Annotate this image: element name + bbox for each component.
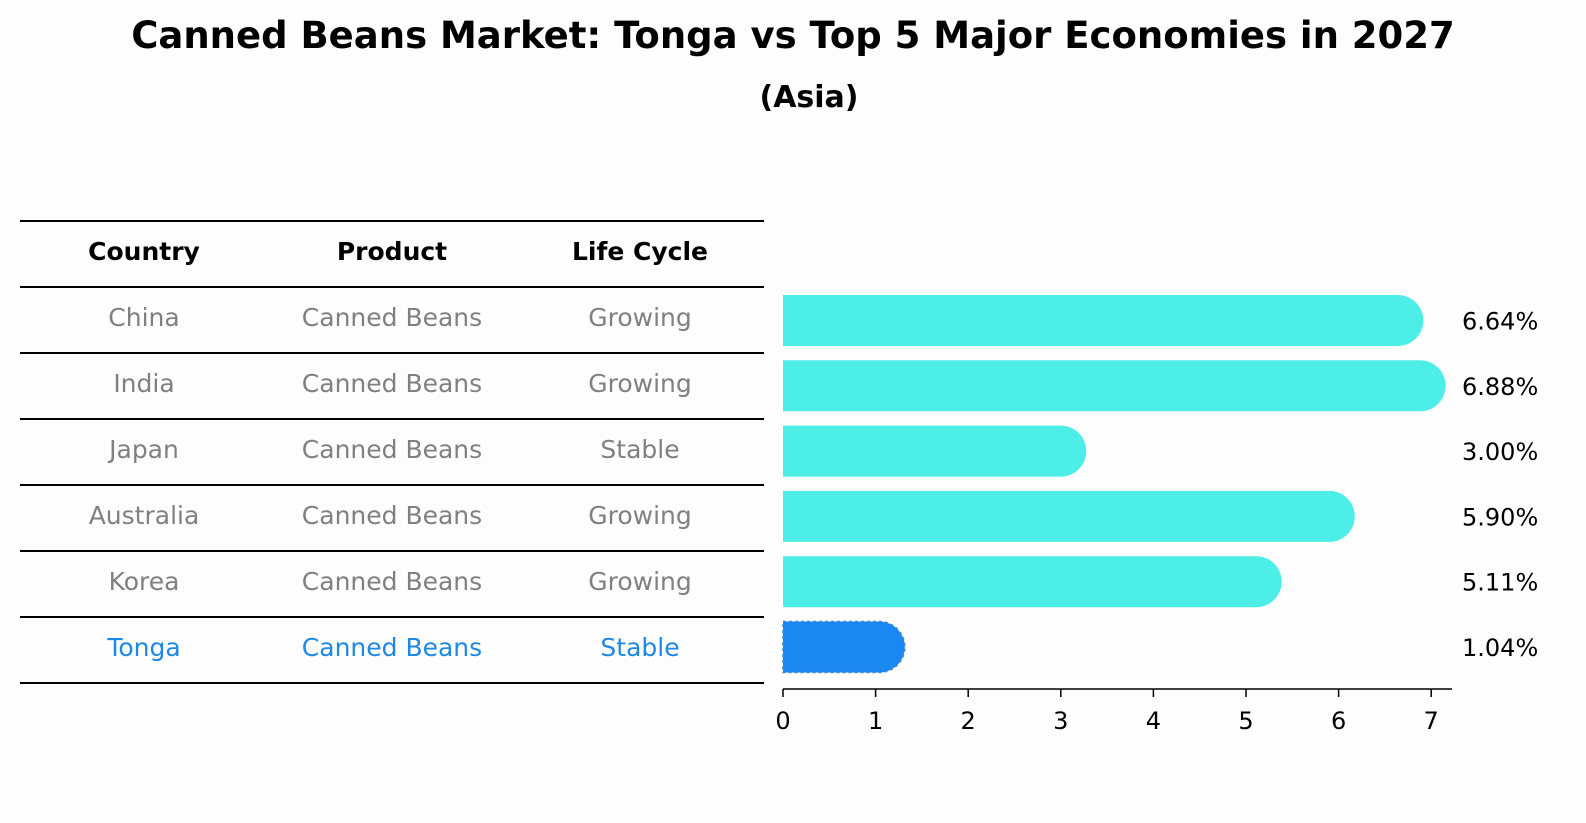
table-cell-country: Japan [109,435,179,464]
bar [783,556,1282,608]
table-cell-country: Australia [88,501,200,530]
table-cell-product-highlight: Canned Beans [301,633,483,662]
x-tick-label: 7 [1424,707,1439,735]
value-label: 3.00% [1462,438,1538,466]
table-rule [20,286,764,288]
x-tick-label: 0 [775,707,790,735]
table-rule [20,550,764,552]
table-cell-product: Canned Beans [301,303,483,332]
x-tick-label: 3 [1053,707,1068,735]
chart-title: Canned Beans Market: Tonga vs Top 5 Majo… [131,14,1455,57]
table-cell-product: Canned Beans [301,501,483,530]
table-rule [20,352,764,354]
bar-highlight [783,621,905,673]
value-label: 6.88% [1462,373,1538,401]
x-tick-label: 1 [868,707,883,735]
table-cell-life-cycle: Stable [600,435,680,464]
table-rule [20,484,764,486]
column-header-country: Country [88,237,200,266]
value-label: 1.04% [1462,634,1538,662]
table-cell-life-cycle: Growing [588,567,692,596]
table-cell-life-cycle: Growing [588,303,692,332]
table-cell-country-highlight: Tonga [107,633,181,662]
table-cell-life-cycle-highlight: Stable [600,633,680,662]
table-rule [20,616,764,618]
bar [783,295,1424,346]
table-cell-life-cycle: Growing [588,369,692,398]
x-tick-label: 6 [1331,707,1346,735]
table-cell-country: India [113,369,175,398]
table-rule [20,418,764,420]
table-rule [20,682,764,684]
bar [783,360,1446,412]
value-label: 5.90% [1462,503,1538,531]
x-tick-label: 5 [1238,707,1253,735]
table-rule [20,220,764,222]
x-tick-label: 4 [1146,707,1161,735]
table-cell-country: Korea [108,567,180,596]
value-label: 6.64% [1462,308,1538,336]
column-header-product: Product [336,237,448,266]
chart-subtitle: (Asia) [759,80,859,115]
x-tick-label: 2 [961,707,976,735]
table-cell-product: Canned Beans [301,567,483,596]
bar [783,490,1355,542]
table-cell-product: Canned Beans [301,435,483,464]
bar-highlight-outline [782,620,906,674]
table-cell-country: China [108,303,180,332]
value-label: 5.11% [1462,569,1538,597]
bar [783,425,1087,477]
column-header-life-cycle: Life Cycle [571,237,709,266]
table-cell-product: Canned Beans [301,369,483,398]
table-cell-life-cycle: Growing [588,501,692,530]
